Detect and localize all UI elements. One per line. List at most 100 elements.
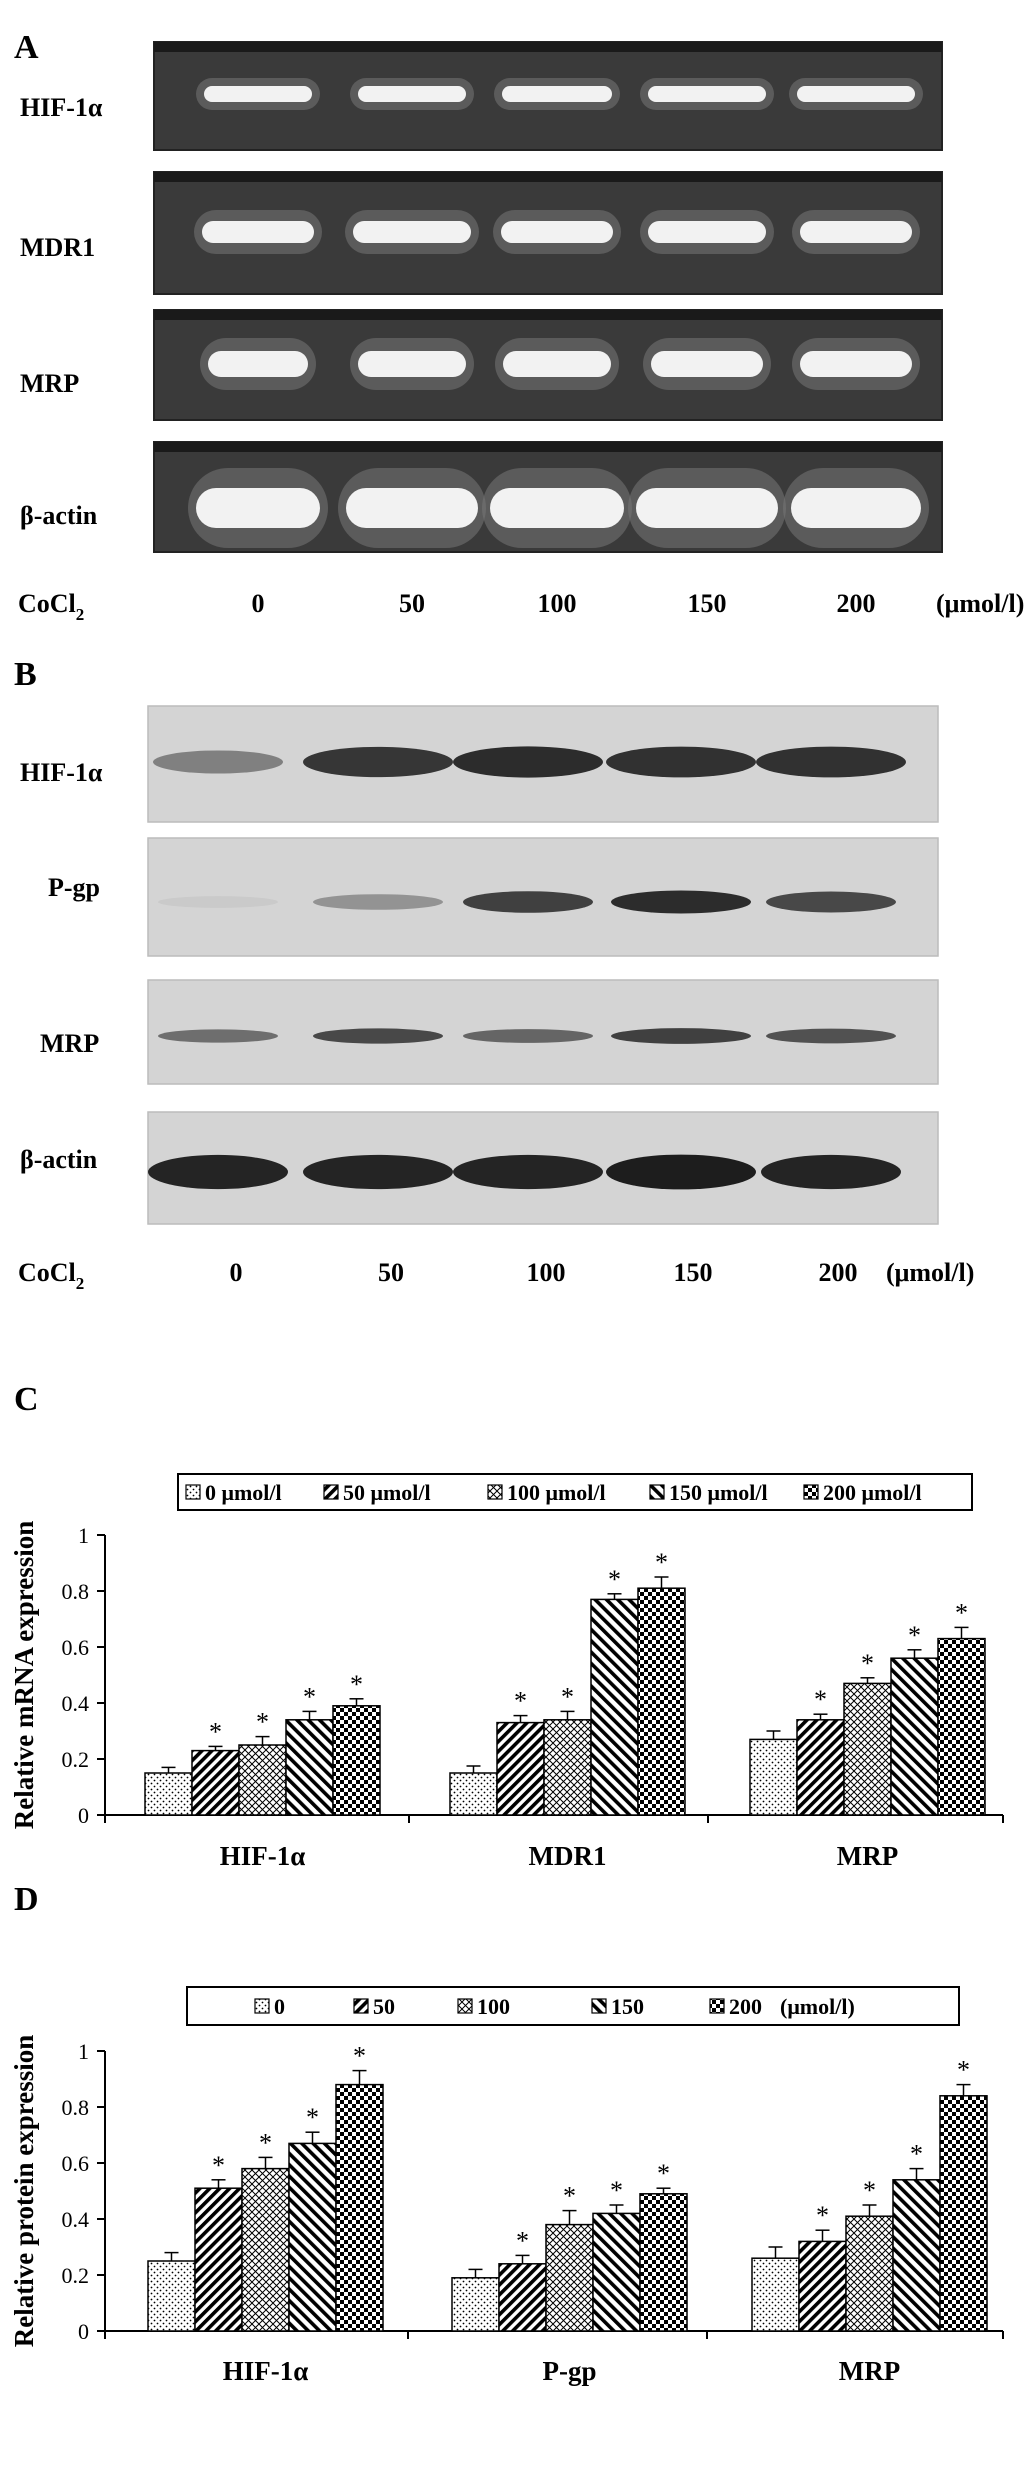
legend-swatch <box>185 1484 201 1500</box>
legend-swatch <box>709 1998 725 2014</box>
gel-band <box>636 488 778 528</box>
legend-label: 100 μmol/l <box>507 1480 606 1505</box>
gel-band <box>502 86 612 102</box>
wb-b-unit: (μmol/l) <box>886 1258 974 1287</box>
blot-band <box>606 1154 756 1190</box>
significance-star: * <box>561 1682 574 1711</box>
legend-label: 50 <box>373 1994 395 2019</box>
legend-label: 150 <box>611 1994 644 2019</box>
significance-star: * <box>861 1649 874 1678</box>
wb-b-row-label-mrp: MRP <box>40 1029 99 1058</box>
wb-b-lane-150: 150 <box>674 1258 713 1287</box>
wb-b-treatment-label: CoCl2 <box>18 1258 84 1293</box>
bar <box>498 2263 547 2332</box>
gel-band <box>204 86 312 102</box>
blot-band <box>761 1154 901 1190</box>
significance-star: * <box>657 2159 670 2188</box>
legend-label: 200 μmol/l <box>823 1480 922 1505</box>
blot-band <box>158 896 278 908</box>
bar <box>335 2083 384 2332</box>
legend-label: 50 μmol/l <box>343 1480 431 1505</box>
y-tick-label: 0.4 <box>62 1691 90 1716</box>
y-tick-label: 0.6 <box>62 1635 90 1660</box>
significance-star: * <box>259 2128 272 2157</box>
category-label: HIF-1α <box>220 1841 306 1871</box>
blot-band <box>611 1028 751 1044</box>
gel-band <box>651 351 763 377</box>
gel-well-edge <box>154 310 942 320</box>
y-tick-label: 0.2 <box>62 2263 90 2288</box>
panel-a-letter: A <box>14 29 39 66</box>
gel-well-edge <box>154 442 942 452</box>
gel-a-row-label-mdr1: MDR1 <box>20 233 95 262</box>
gel-band <box>353 221 471 243</box>
legend-swatch <box>323 1484 339 1500</box>
bar <box>798 2240 847 2332</box>
chart-c-relative-mrna: 0 μmol/l 50 μmol/l 100 μmol/l 150 μmol/l 200… <box>9 1473 1004 1871</box>
bar <box>451 2277 500 2332</box>
legend-label: 0 <box>274 1994 285 2019</box>
significance-star: * <box>863 2176 876 2205</box>
bar <box>147 2260 196 2332</box>
category-label: MRP <box>837 1841 898 1871</box>
y-tick-label: 1 <box>78 1523 89 1548</box>
bar <box>890 1657 939 1816</box>
legend-swatch <box>353 1998 369 2014</box>
significance-star: * <box>814 1685 827 1714</box>
legend-swatch <box>254 1998 270 2014</box>
gel-band <box>202 221 314 243</box>
category-label: HIF-1α <box>223 2356 309 2386</box>
category-label: P-gp <box>543 2356 597 2386</box>
gel-a-row-label-hif1a: HIF-1α <box>20 93 103 122</box>
category-label: MRP <box>839 2356 900 2386</box>
bar <box>194 2187 243 2332</box>
legend-swatch <box>487 1484 503 1500</box>
chart-d-relative-protein: 0 50 100 150 200 (μmol/l) 0 0.2 0.4 0.6 0.8 1 Relati… <box>9 1986 1004 2386</box>
blot-band <box>453 746 603 778</box>
y-tick-label: 0.6 <box>62 2151 90 2176</box>
blot-band <box>313 894 443 910</box>
wb-b-lane-0: 0 <box>230 1258 243 1287</box>
y-axis-label: Relative protein expression <box>9 2035 39 2347</box>
blot-band <box>148 1154 288 1190</box>
bar <box>238 1744 287 1816</box>
blot-band <box>756 746 906 778</box>
gel-a-unit: (μmol/l) <box>936 589 1024 618</box>
wb-b-lane-200: 200 <box>819 1258 858 1287</box>
legend-box <box>186 1986 960 2026</box>
gel-a-row-label-mrp: MRP <box>20 369 79 398</box>
significance-star: * <box>212 2151 225 2180</box>
blot-band <box>463 891 593 913</box>
significance-star: * <box>957 2056 970 2085</box>
bar <box>144 1772 193 1816</box>
bar <box>749 1738 798 1816</box>
significance-star: * <box>910 2140 923 2169</box>
gel-band <box>648 86 766 102</box>
gel-band <box>800 221 912 243</box>
gel-a-lane-100: 100 <box>538 589 577 618</box>
gel-band <box>501 221 613 243</box>
wb-b-lane-100: 100 <box>527 1258 566 1287</box>
y-axis-label: Relative mRNA expression <box>9 1521 39 1829</box>
wb-b-row-label-hif1a: HIF-1α <box>20 758 103 787</box>
bar <box>892 2179 941 2332</box>
blot-band <box>153 750 283 774</box>
bar <box>592 2212 641 2332</box>
bar <box>191 1749 240 1816</box>
blot-band <box>606 746 756 778</box>
significance-star: * <box>608 1565 621 1594</box>
significance-star: * <box>816 2201 829 2230</box>
legend-label: 100 <box>477 1994 510 2019</box>
legend-swatch <box>457 1998 473 2014</box>
y-tick-label: 0 <box>78 1803 89 1828</box>
gel-band <box>358 351 466 377</box>
blot-band <box>453 1154 603 1190</box>
bar <box>639 2193 688 2332</box>
gel-band <box>797 86 915 102</box>
significance-star: * <box>908 1621 921 1650</box>
significance-star: * <box>655 1548 668 1577</box>
blot-band <box>303 746 453 778</box>
gel-band <box>503 351 611 377</box>
gel-well-edge <box>154 172 942 182</box>
